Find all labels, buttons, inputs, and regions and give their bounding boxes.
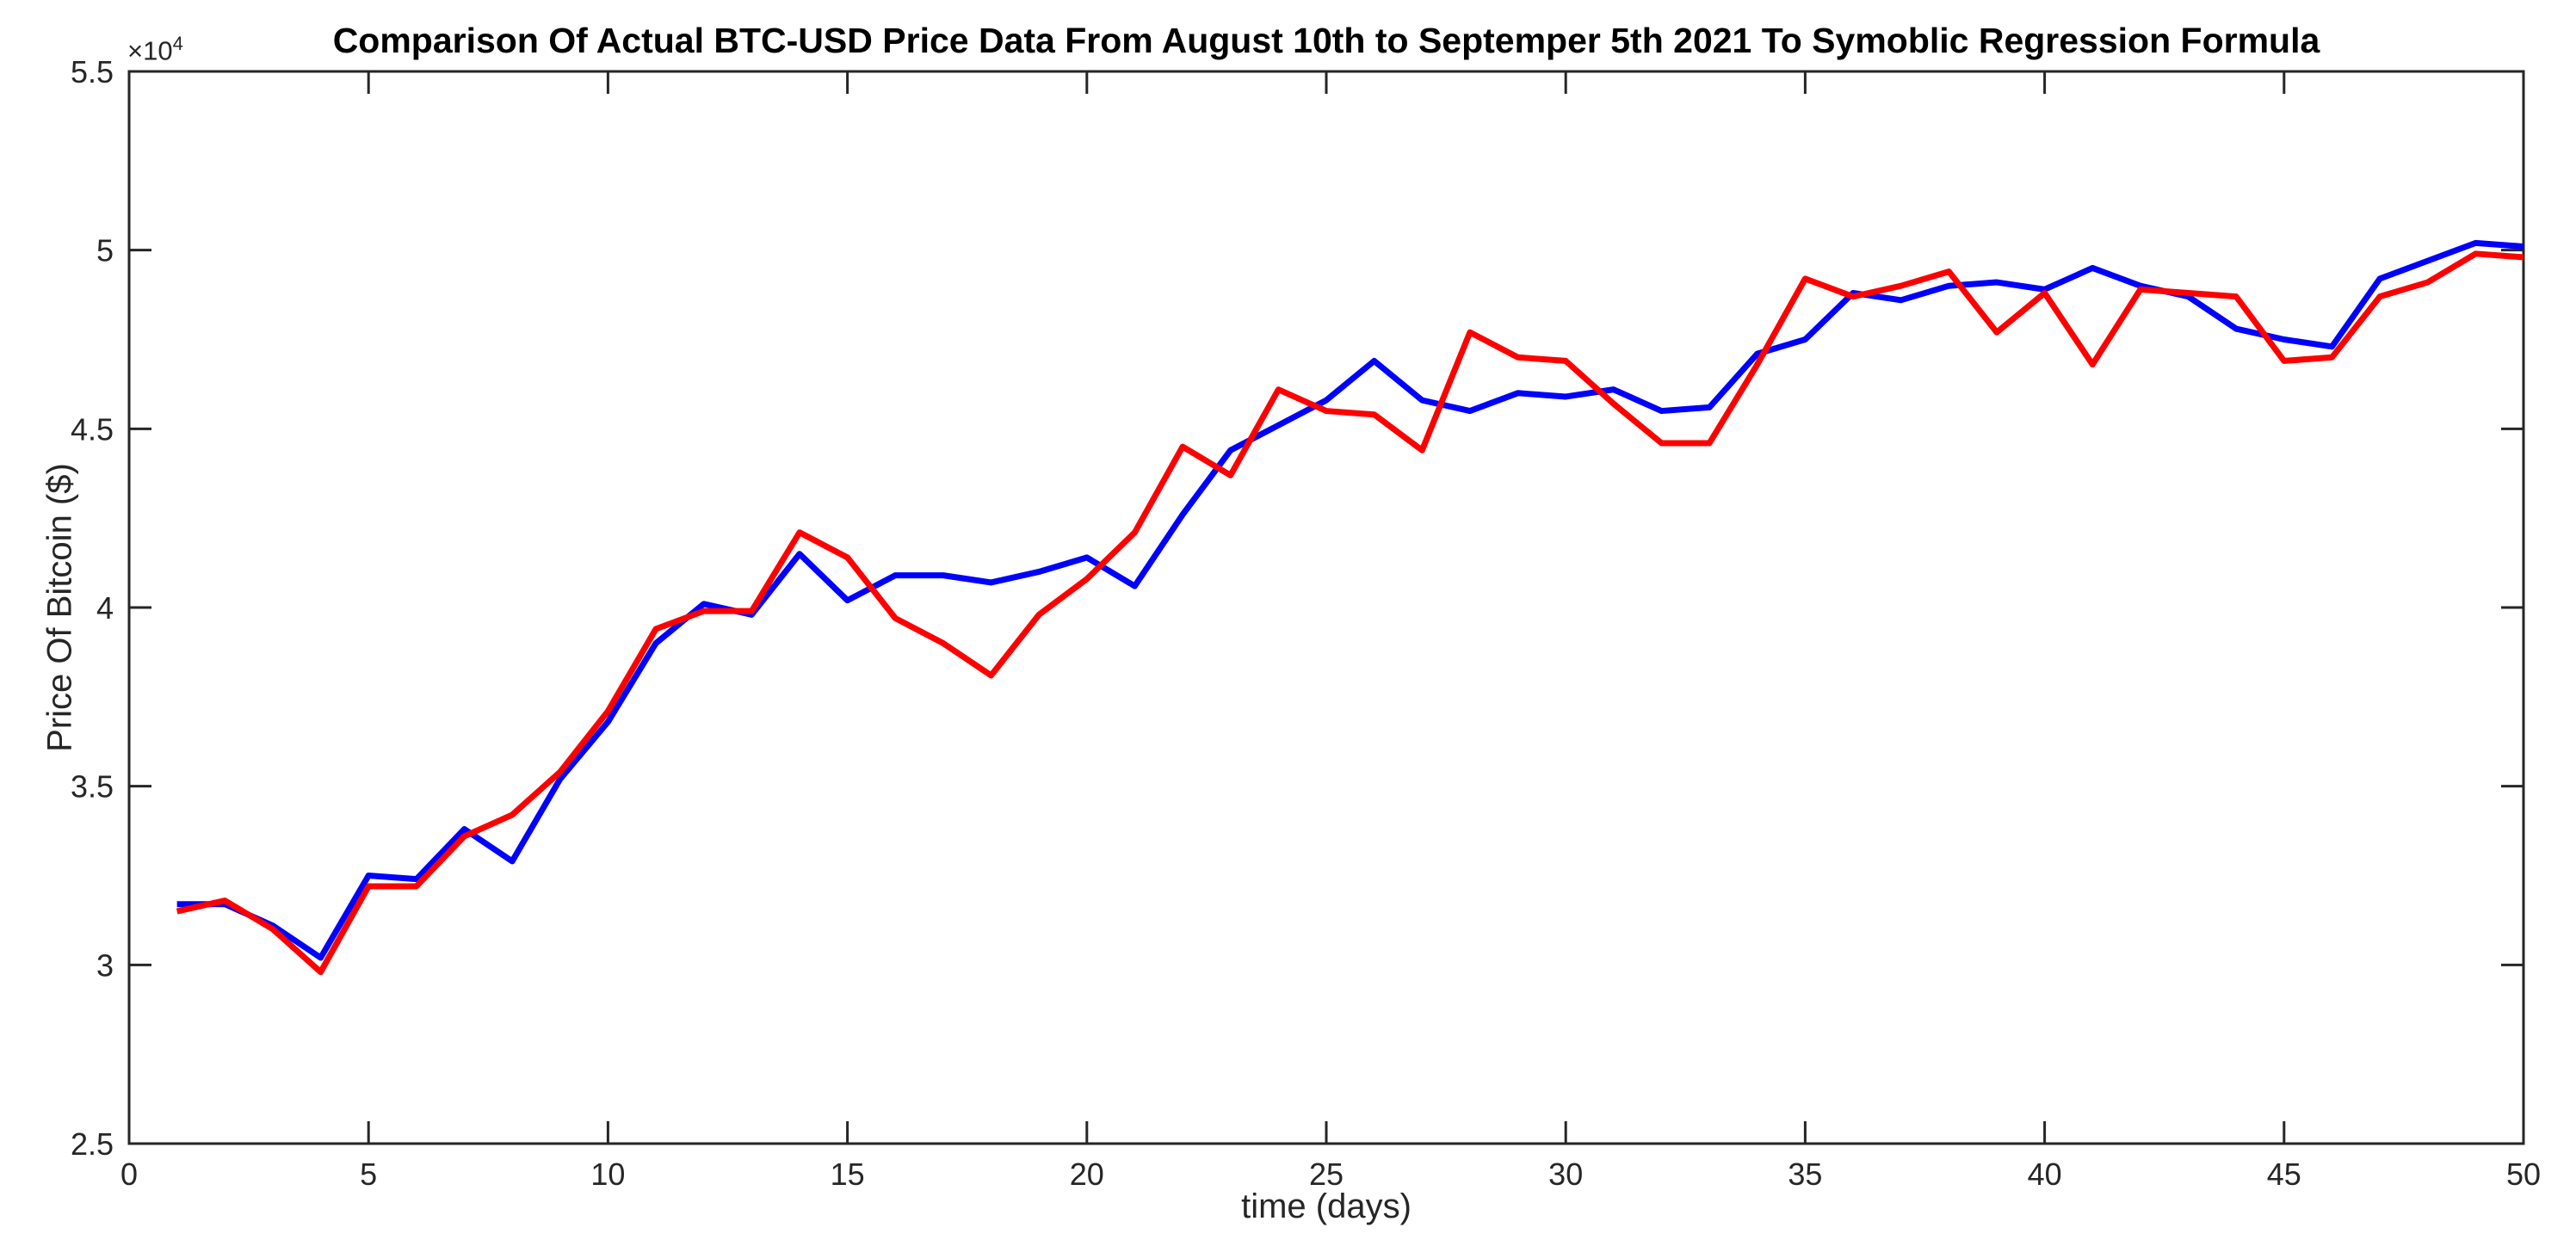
x-tick-label: 15 xyxy=(831,1157,865,1192)
x-tick-label: 10 xyxy=(590,1157,625,1192)
series-line-actual-btc-usd-price xyxy=(176,239,2524,961)
y-tick-label: 4.5 xyxy=(71,411,114,447)
x-tick-label: 50 xyxy=(2506,1157,2541,1192)
y-tick-label: 5 xyxy=(96,233,114,268)
y-axis-multiplier-label: ×104 xyxy=(127,33,183,66)
x-tick-label: 45 xyxy=(2267,1157,2301,1192)
x-tick-label: 30 xyxy=(1548,1157,1583,1192)
x-tick-label: 5 xyxy=(360,1157,377,1192)
chart-title: Comparison Of Actual BTC-USD Price Data … xyxy=(332,21,2320,60)
axes-box xyxy=(127,70,2525,1145)
x-tick-label: 35 xyxy=(1788,1157,1822,1192)
y-tick-label: 5.5 xyxy=(71,54,114,89)
y-axis-multiplier-exponent: 4 xyxy=(172,33,183,54)
x-tick-label: 25 xyxy=(1309,1157,1344,1192)
y-tick-label: 4 xyxy=(96,590,114,626)
x-tick-label: 0 xyxy=(120,1157,138,1192)
y-axis-multiplier-base: ×10 xyxy=(127,35,173,66)
x-tick-label: 40 xyxy=(2028,1157,2062,1192)
y-tick-label: 3 xyxy=(96,947,114,983)
series-line-symbolic-regression-formula xyxy=(176,250,2524,976)
x-axis-label: time (days) xyxy=(1241,1187,1412,1225)
y-tick-label: 2.5 xyxy=(71,1126,114,1162)
x-tick-label: 20 xyxy=(1070,1157,1104,1192)
y-tick-label: 3.5 xyxy=(71,769,114,805)
y-axis-label: Price Of Bitcoin ($) xyxy=(40,463,79,752)
